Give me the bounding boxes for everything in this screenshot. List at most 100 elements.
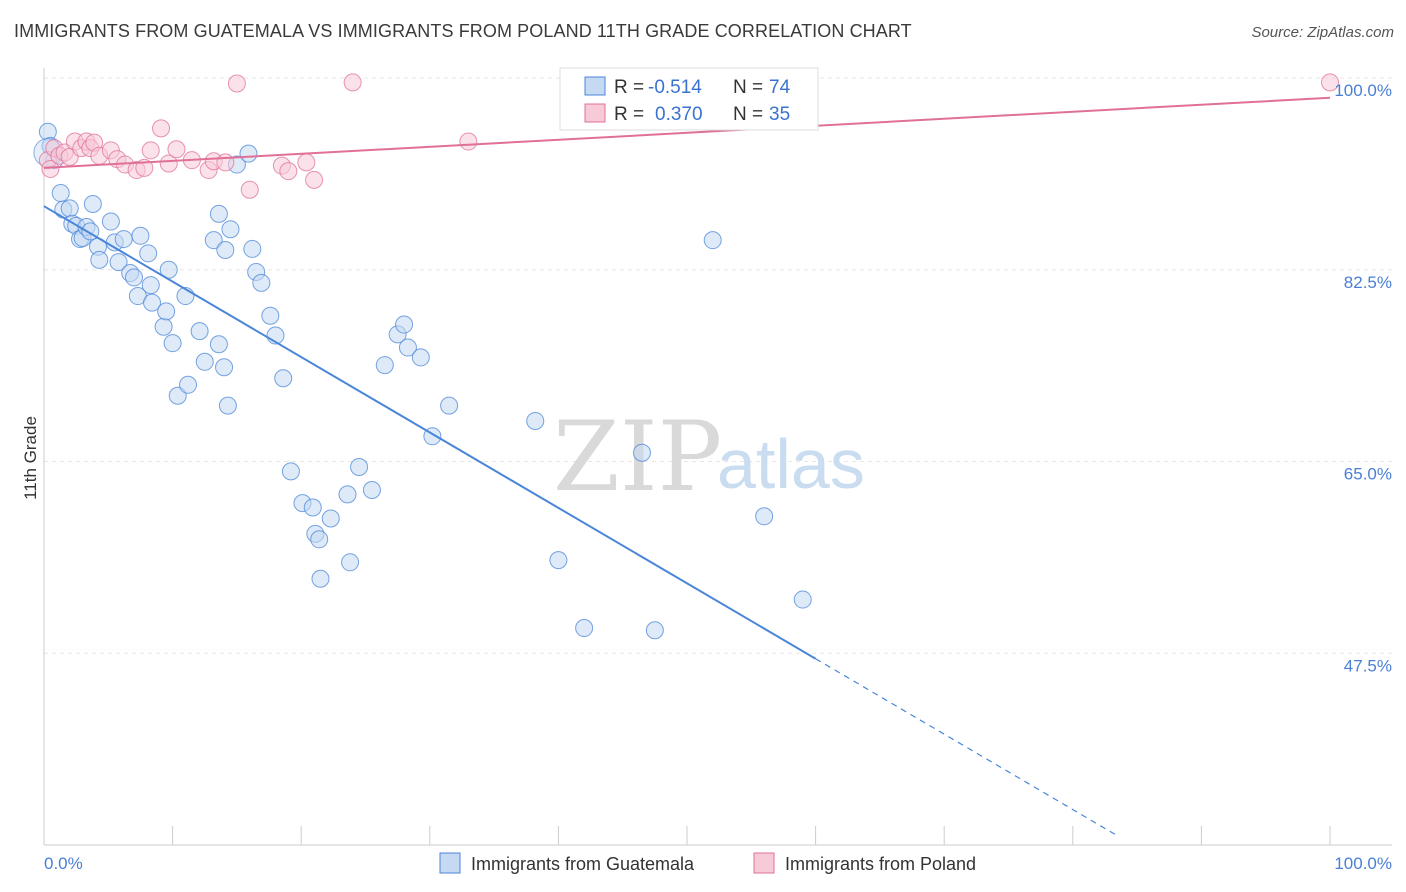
poland-point-25	[227, 74, 246, 93]
guatemala-point-33	[190, 322, 209, 341]
x-tick-label-1: 100.0%	[1334, 854, 1392, 873]
guatemala-point-25	[143, 293, 162, 312]
trend-line-guatemala-extension	[815, 658, 1116, 835]
tick-labels: 47.5% 65.0% 82.5% 100.0% 0.0% 100.0%	[44, 81, 1392, 873]
guatemala-point-52	[303, 498, 322, 517]
poland-point-24	[216, 153, 235, 172]
y-tick-label-2: 82.5%	[1344, 273, 1392, 292]
poland-point-30	[305, 170, 324, 189]
guatemala-point-73	[703, 231, 722, 250]
stats-n-label-poland: N =	[733, 104, 763, 125]
guatemala-point-14	[90, 250, 109, 269]
trend-lines	[43, 96, 1331, 835]
guatemala-point-37	[218, 396, 237, 415]
legend-label-guatemala: Immigrants from Guatemala	[471, 854, 695, 874]
stats-swatch-guatemala	[584, 76, 606, 96]
legend: Immigrants from Guatemala Immigrants fro…	[439, 852, 976, 874]
guatemala-point-38	[204, 231, 223, 250]
guatemala-point-41	[221, 220, 240, 239]
series-poland-points	[38, 73, 1339, 199]
guatemala-point-27	[157, 302, 176, 321]
guatemala-point-22	[131, 226, 150, 245]
guatemala-point-40	[216, 241, 235, 260]
guatemala-point-56	[321, 509, 340, 528]
poland-point-19	[159, 154, 178, 173]
stats-r-guatemala: -0.514	[648, 77, 702, 98]
y-tick-label-1: 65.0%	[1344, 465, 1392, 484]
poland-point-28	[279, 162, 298, 181]
guatemala-point-30	[168, 386, 187, 405]
stats-box: R = -0.514 N = 74 R = 0.370 N = 35	[559, 67, 819, 131]
guatemala-point-59	[350, 457, 369, 476]
legend-swatch-guatemala	[439, 852, 461, 874]
grid-lines	[44, 77, 1392, 654]
guatemala-point-58	[341, 553, 360, 572]
guatemala-point-29	[163, 334, 182, 353]
guatemala-point-50	[281, 462, 300, 481]
guatemala-point-39	[209, 204, 228, 223]
guatemala-point-47	[261, 306, 280, 325]
poland-point-18	[152, 119, 171, 138]
guatemala-point-54	[310, 530, 329, 549]
guatemala-point-65	[411, 348, 430, 367]
guatemala-point-46	[252, 273, 271, 292]
guatemala-point-74	[755, 507, 774, 526]
poland-point-31	[343, 73, 362, 92]
chart-title: IMMIGRANTS FROM GUATEMALA VS IMMIGRANTS …	[14, 21, 912, 41]
guatemala-point-67	[440, 396, 459, 415]
guatemala-point-44	[243, 239, 262, 258]
guatemala-point-75	[793, 590, 812, 609]
guatemala-point-15	[101, 212, 120, 231]
stats-r-label-guatemala: R =	[614, 77, 644, 98]
guatemala-point-24	[141, 276, 160, 295]
guatemala-point-69	[549, 551, 568, 570]
stats-n-label-guatemala: N =	[733, 77, 763, 98]
y-axis-label: 11th Grade	[21, 416, 40, 500]
series-guatemala-points	[33, 122, 812, 640]
y-tick-label-3: 100.0%	[1334, 81, 1392, 100]
guatemala-point-3	[51, 184, 70, 203]
guatemala-point-57	[338, 485, 357, 504]
poland-point-34	[1321, 73, 1339, 92]
guatemala-point-71	[632, 443, 651, 462]
guatemala-point-64	[395, 315, 414, 334]
guatemala-point-61	[375, 356, 394, 375]
guatemala-point-72	[645, 621, 664, 640]
guatemala-point-49	[274, 369, 293, 388]
guatemala-point-63	[398, 338, 417, 357]
guatemala-point-43	[239, 144, 258, 163]
guatemala-point-35	[209, 335, 228, 354]
guatemala-point-70	[575, 619, 594, 638]
guatemala-point-26	[154, 317, 173, 336]
poland-point-20	[167, 140, 186, 159]
stats-r-poland: 0.370	[655, 104, 703, 125]
axes	[43, 68, 1392, 846]
trend-line-poland	[43, 96, 1331, 169]
poland-point-32	[459, 132, 478, 151]
guatemala-point-55	[311, 569, 330, 588]
guatemala-point-18	[114, 230, 133, 249]
stats-n-guatemala: 74	[769, 77, 791, 98]
x-tick-label-0: 0.0%	[44, 854, 83, 873]
y-tick-label-0: 47.5%	[1344, 656, 1392, 675]
watermark: ZIP atlas	[553, 401, 865, 513]
stats-n-poland: 35	[769, 104, 790, 125]
legend-label-poland: Immigrants from Poland	[785, 854, 976, 874]
guatemala-point-23	[139, 244, 158, 263]
guatemala-point-68	[526, 411, 545, 430]
watermark-atlas: atlas	[717, 425, 865, 503]
guatemala-point-32	[179, 375, 198, 394]
guatemala-point-20	[125, 268, 144, 287]
poland-point-26	[240, 180, 259, 199]
legend-swatch-poland	[753, 852, 775, 874]
guatemala-point-34	[195, 352, 214, 371]
guatemala-point-60	[362, 480, 381, 499]
stats-r-label-poland: R =	[614, 104, 644, 125]
guatemala-point-12	[83, 195, 102, 214]
trend-line-guatemala	[43, 205, 817, 660]
stats-swatch-poland	[584, 103, 606, 123]
guatemala-point-17	[109, 253, 128, 272]
guatemala-point-5	[60, 199, 79, 218]
guatemala-point-36	[215, 358, 234, 377]
